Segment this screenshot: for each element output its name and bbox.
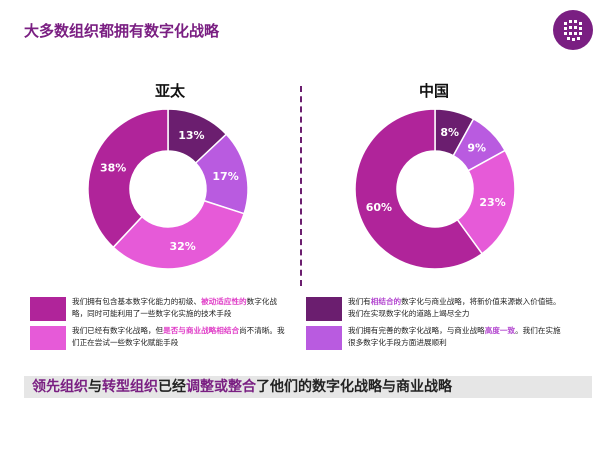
legend-swatch — [30, 326, 66, 350]
legend-text: 我们拥有完善的数字化战略，与商业战略高度一致。我们在实施很多数字化手段方面进展顺… — [348, 325, 564, 349]
legend-text-segment: 。我们在实施很多数字化手段方面进展顺利 — [348, 326, 561, 347]
banner-text-segment: 已经 — [158, 379, 186, 395]
chart-title-china: 中国 — [418, 82, 449, 100]
legend-text: 我们有相结合的数字化与商业战略，将新价值来源嵌入价值链。我们在实现数字化的道路上… — [348, 296, 564, 320]
legend-text-segment: 数字化战略，同时可能利用了一些数字化实施的技术手段 — [72, 297, 278, 318]
legend-text-segment: 尚不清晰。我们正在尝试一些数字化赋能手段 — [72, 326, 285, 347]
legend-text: 我们已经有数字化战略，但是否与商业战略相结合尚不清晰。我们正在尝试一些数字化赋能… — [72, 325, 288, 349]
legend-text-segment: 数字化与商业战略，将新价值来源嵌入价值链。我们在实现数字化的道路上竭尽全力 — [348, 297, 561, 318]
banner-text-segment: 领先组织 — [32, 379, 88, 395]
legend-swatch — [30, 297, 66, 321]
slice-label: 17% — [212, 170, 238, 183]
legend-swatch — [306, 326, 342, 350]
slice-label: 38% — [100, 161, 126, 174]
legend-text: 我们拥有包含基本数字化能力的初级、被动适应性的数字化战略，同时可能利用了一些数字… — [72, 296, 288, 320]
legend-item: 我们有相结合的数字化与商业战略，将新价值来源嵌入价值链。我们在实现数字化的道路上… — [306, 296, 564, 321]
panel-divider — [300, 86, 302, 286]
legend-swatch — [306, 297, 342, 321]
donut-slice — [354, 108, 484, 270]
donut-chart-china: 8% 9% 23% 60% — [354, 108, 516, 270]
donut-slice — [112, 199, 246, 270]
legend-item: 我们已经有数字化战略，但是否与商业战略相结合尚不清晰。我们正在尝试一些数字化赋能… — [30, 325, 288, 350]
legend-text-segment: 我们拥有完善的数字化战略，与商业战略 — [348, 326, 485, 335]
slice-label: 13% — [178, 129, 204, 142]
banner-text-segment: 了他们的数字化战略与商业战略 — [256, 379, 452, 395]
banner-text-segment: 转型组织 — [102, 379, 158, 395]
legend-text-segment: 我们有 — [348, 297, 371, 306]
banner-text-segment: 调整或整合 — [186, 379, 256, 395]
legend-item: 我们拥有完善的数字化战略，与商业战略高度一致。我们在实施很多数字化手段方面进展顺… — [306, 325, 564, 350]
slice-label: 60% — [366, 201, 392, 214]
donut-slice — [456, 149, 516, 255]
slice-label: 8% — [440, 126, 459, 139]
legend-text-segment: 被动适应性的 — [201, 297, 247, 306]
donut-chart-apac: 13% 17% 32% 38% — [87, 108, 249, 270]
summary-banner: 领先组织与转型组织已经调整或整合了他们的数字化战略与商业战略 — [24, 376, 592, 398]
page-title: 大多数组织都拥有数字化战略 — [24, 22, 220, 40]
legend-text-segment: 相结合的 — [370, 297, 402, 306]
legend-text-segment: 我们拥有包含基本数字化能力的初级、 — [72, 297, 202, 306]
banner-text-segment: 与 — [88, 379, 102, 395]
donut-slice — [87, 108, 169, 249]
legend-text-segment: 高度一致 — [484, 326, 516, 335]
slice-label: 23% — [479, 196, 505, 209]
logo-icon — [553, 10, 593, 50]
slice-label: 9% — [467, 141, 486, 154]
legend-text-segment: 我们已经有数字化战略，但 — [72, 326, 164, 335]
chart-title-apac: 亚太 — [154, 82, 185, 100]
slice-label: 32% — [170, 240, 196, 253]
legend-text-segment: 是否与商业战略相结合 — [163, 326, 240, 335]
legend-item: 我们拥有包含基本数字化能力的初级、被动适应性的数字化战略，同时可能利用了一些数字… — [30, 296, 288, 321]
